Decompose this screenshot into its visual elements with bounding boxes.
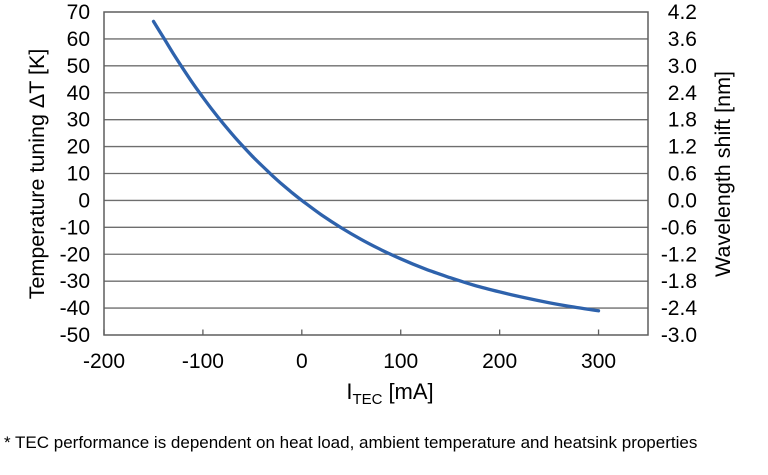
y-right-tick-label: -3.0 — [661, 324, 697, 347]
y-left-tick-label: 60 — [67, 28, 90, 51]
x-axis-title-subscript: TEC — [352, 391, 382, 408]
y-left-tick-label: 50 — [67, 55, 90, 78]
x-axis-title-symbol: I — [346, 379, 352, 404]
data-series-group — [151, 19, 601, 313]
y-left-tick-label: -20 — [60, 243, 90, 266]
y-right-tick-label: 0.6 — [668, 163, 697, 186]
x-tick-label: 200 — [482, 350, 517, 373]
y-right-tick-label: -0.6 — [661, 216, 697, 239]
y-right-tick-label: 0.0 — [668, 189, 697, 212]
y-left-tick-label: 10 — [67, 163, 90, 186]
y-left-tick-label: 0 — [78, 189, 90, 212]
footnote: * TEC performance is dependent on heat l… — [4, 433, 698, 452]
x-tick-label: -100 — [182, 350, 224, 373]
plot-border-box — [103, 11, 649, 336]
x-tick-label: 0 — [296, 350, 308, 373]
plot-border — [103, 11, 649, 336]
y-right-tick-label: 1.8 — [668, 109, 697, 132]
x-tick-label: 100 — [383, 350, 418, 373]
x-axis-tick-marks — [103, 329, 600, 335]
y-left-tick-label: 20 — [67, 136, 90, 159]
x-axis-title-unit: [mA] — [388, 379, 433, 404]
y-left-tick-label: -40 — [60, 297, 90, 320]
gridlines — [104, 38, 648, 309]
y-axis-right-tick-labels: 4.2 3.6 3.0 2.4 1.8 1.2 0.6 0.0 -0.6 -1.2 -1.8 -2.4… — [661, 1, 698, 347]
y-right-tick-label: -1.8 — [661, 270, 697, 293]
x-tick-label: 300 — [581, 350, 616, 373]
y-right-tick-label: -2.4 — [661, 297, 698, 320]
y-right-tick-label: -1.2 — [661, 243, 697, 266]
x-axis-title: ITEC [mA] — [346, 379, 433, 408]
y-right-tick-label: 1.2 — [668, 136, 697, 159]
y-left-tick-label: 30 — [67, 109, 90, 132]
y-left-tick-label: 40 — [67, 82, 90, 105]
y-right-tick-label: 2.4 — [668, 82, 698, 105]
x-axis-tick-labels: -200 -100 0 100 200 300 — [83, 350, 616, 373]
y-left-tick-label: -10 — [60, 216, 90, 239]
y-right-tick-label: 3.0 — [668, 55, 697, 78]
data-series-line — [151, 19, 601, 313]
y-left-tick-label: -30 — [60, 270, 90, 293]
y-left-tick-label: 70 — [67, 1, 90, 24]
x-tick-label: -200 — [83, 350, 125, 373]
y-left-tick-label: -50 — [60, 324, 90, 347]
y-right-tick-label: 3.6 — [668, 28, 697, 51]
y-axis-right-title: Wavelength shift [nm] — [711, 71, 735, 277]
y-axis-left-title: Temperature tuning ΔT [K] — [25, 49, 49, 300]
y-axis-left-tick-labels: 70 60 50 40 30 20 10 0 -10 -20 -30 -40 -50 — [60, 1, 90, 347]
y-right-tick-label: 4.2 — [668, 1, 697, 24]
